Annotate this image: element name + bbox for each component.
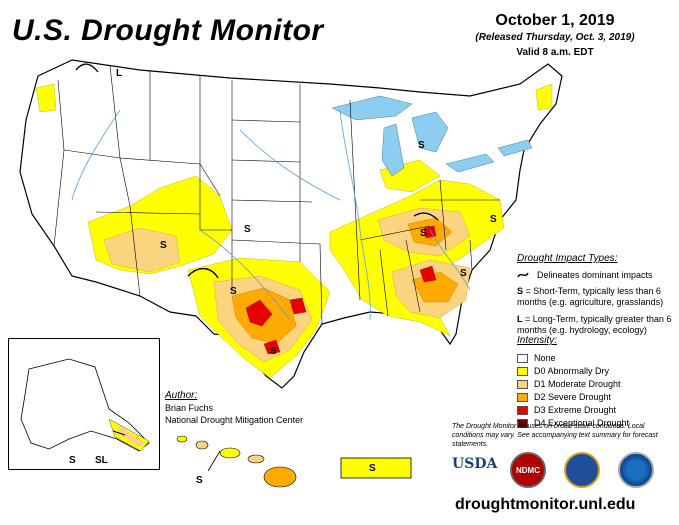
legend-row-d4: D4 Exceptional Drought xyxy=(517,417,677,429)
puerto-rico-inset: S xyxy=(333,448,428,488)
ndmc-logo-text: NDMC xyxy=(516,465,540,475)
delineation-row: Delineates dominant impacts xyxy=(517,270,677,280)
legend-label-none: None xyxy=(534,353,556,363)
hawaii-inset: S xyxy=(168,431,308,491)
legend-label-d2: D2 Severe Drought xyxy=(534,392,612,402)
impact-label-s: S xyxy=(420,228,427,239)
short-term-code: S xyxy=(517,286,524,296)
legend-row-none: None xyxy=(517,352,677,364)
swatch-d2 xyxy=(517,392,528,402)
alaska-label-sl: SL xyxy=(95,455,108,466)
impact-heading: Drought Impact Types: xyxy=(517,253,618,264)
partner-logos: USDA NDMC xyxy=(452,452,677,490)
alaska-d1 xyxy=(117,425,145,447)
ndmc-logo: NDMC xyxy=(510,452,546,488)
impact-label-l: L xyxy=(116,68,122,79)
impact-label-s: S xyxy=(270,346,277,357)
legend-label-d3: D3 Extreme Drought xyxy=(534,405,617,415)
great-lakes xyxy=(331,95,533,177)
usda-logo: USDA xyxy=(452,456,498,472)
swatch-d1 xyxy=(517,379,528,389)
alaska-impact-line xyxy=(112,430,126,436)
rivers xyxy=(71,109,471,321)
author-block: Author: Brian Fuchs National Drought Mit… xyxy=(165,390,303,426)
legend-row-d3: D3 Extreme Drought xyxy=(517,404,677,416)
alaska-label-s: S xyxy=(69,455,76,466)
intensity-legend: Intensity: None D0 Abnormally Dry D1 Mod… xyxy=(517,335,677,430)
legend-label-d1: D1 Moderate Drought xyxy=(534,379,621,389)
map-date: October 1, 2019 xyxy=(495,12,615,29)
valid-time: Valid 8 a.m. EDT xyxy=(516,47,594,58)
impact-label-s: S xyxy=(230,286,237,297)
swatch-d4 xyxy=(517,418,528,428)
impact-lines xyxy=(75,63,439,279)
legend-row-d2: D2 Severe Drought xyxy=(517,391,677,403)
short-term-text: = Short-Term, typically less than 6 mont… xyxy=(517,286,664,307)
long-term-text: = Long-Term, typically greater than 6 mo… xyxy=(517,314,672,335)
website-link[interactable]: droughtmonitor.unl.edu xyxy=(455,496,636,513)
doc-seal-icon xyxy=(564,452,600,488)
impact-label-s: S xyxy=(160,240,167,251)
puerto-rico-label-s: S xyxy=(369,463,376,474)
date-block: October 1, 2019 (Released Thursday, Oct.… xyxy=(455,12,655,58)
legend-label-d0: D0 Abnormally Dry xyxy=(534,366,610,376)
short-term-note: S = Short-Term, typically less than 6 mo… xyxy=(517,286,677,308)
noaa-logo-icon xyxy=(618,452,654,488)
author-org: National Drought Mitigation Center xyxy=(165,415,304,425)
swatch-none xyxy=(517,353,528,363)
swatch-d3 xyxy=(517,405,528,415)
disclaimer-note: The Drought Monitor focuses on broad-sca… xyxy=(452,423,658,448)
legend-label-d4: D4 Exceptional Drought xyxy=(534,418,630,428)
impact-label-s: S xyxy=(460,268,467,279)
impact-label-s: S xyxy=(418,140,425,151)
intensity-heading: Intensity: xyxy=(517,335,558,346)
impact-label-s: S xyxy=(490,214,497,225)
impact-label-s: S xyxy=(244,224,251,235)
map-title: U.S. Drought Monitor xyxy=(12,14,324,47)
d3-regions xyxy=(245,225,437,355)
legend-row-d1: D1 Moderate Drought xyxy=(517,378,677,390)
alaska-inset: S SL xyxy=(8,338,160,470)
delineation-line-icon xyxy=(517,272,529,278)
legend-row-d0: D0 Abnormally Dry xyxy=(517,365,677,377)
author-name: Brian Fuchs xyxy=(165,403,214,413)
delineation-label: Delineates dominant impacts xyxy=(537,270,653,280)
release-date: (Released Thursday, Oct. 3, 2019) xyxy=(475,32,635,43)
author-heading: Author: xyxy=(165,390,198,401)
impact-labels: L S S S S S S S S xyxy=(116,68,497,357)
swatch-d0 xyxy=(517,366,528,376)
long-term-note: L = Long-Term, typically greater than 6 … xyxy=(517,314,677,336)
hawaii-label-s: S xyxy=(196,475,203,486)
long-term-code: L xyxy=(517,314,523,324)
impact-types-legend: Drought Impact Types: Delineates dominan… xyxy=(517,253,677,342)
